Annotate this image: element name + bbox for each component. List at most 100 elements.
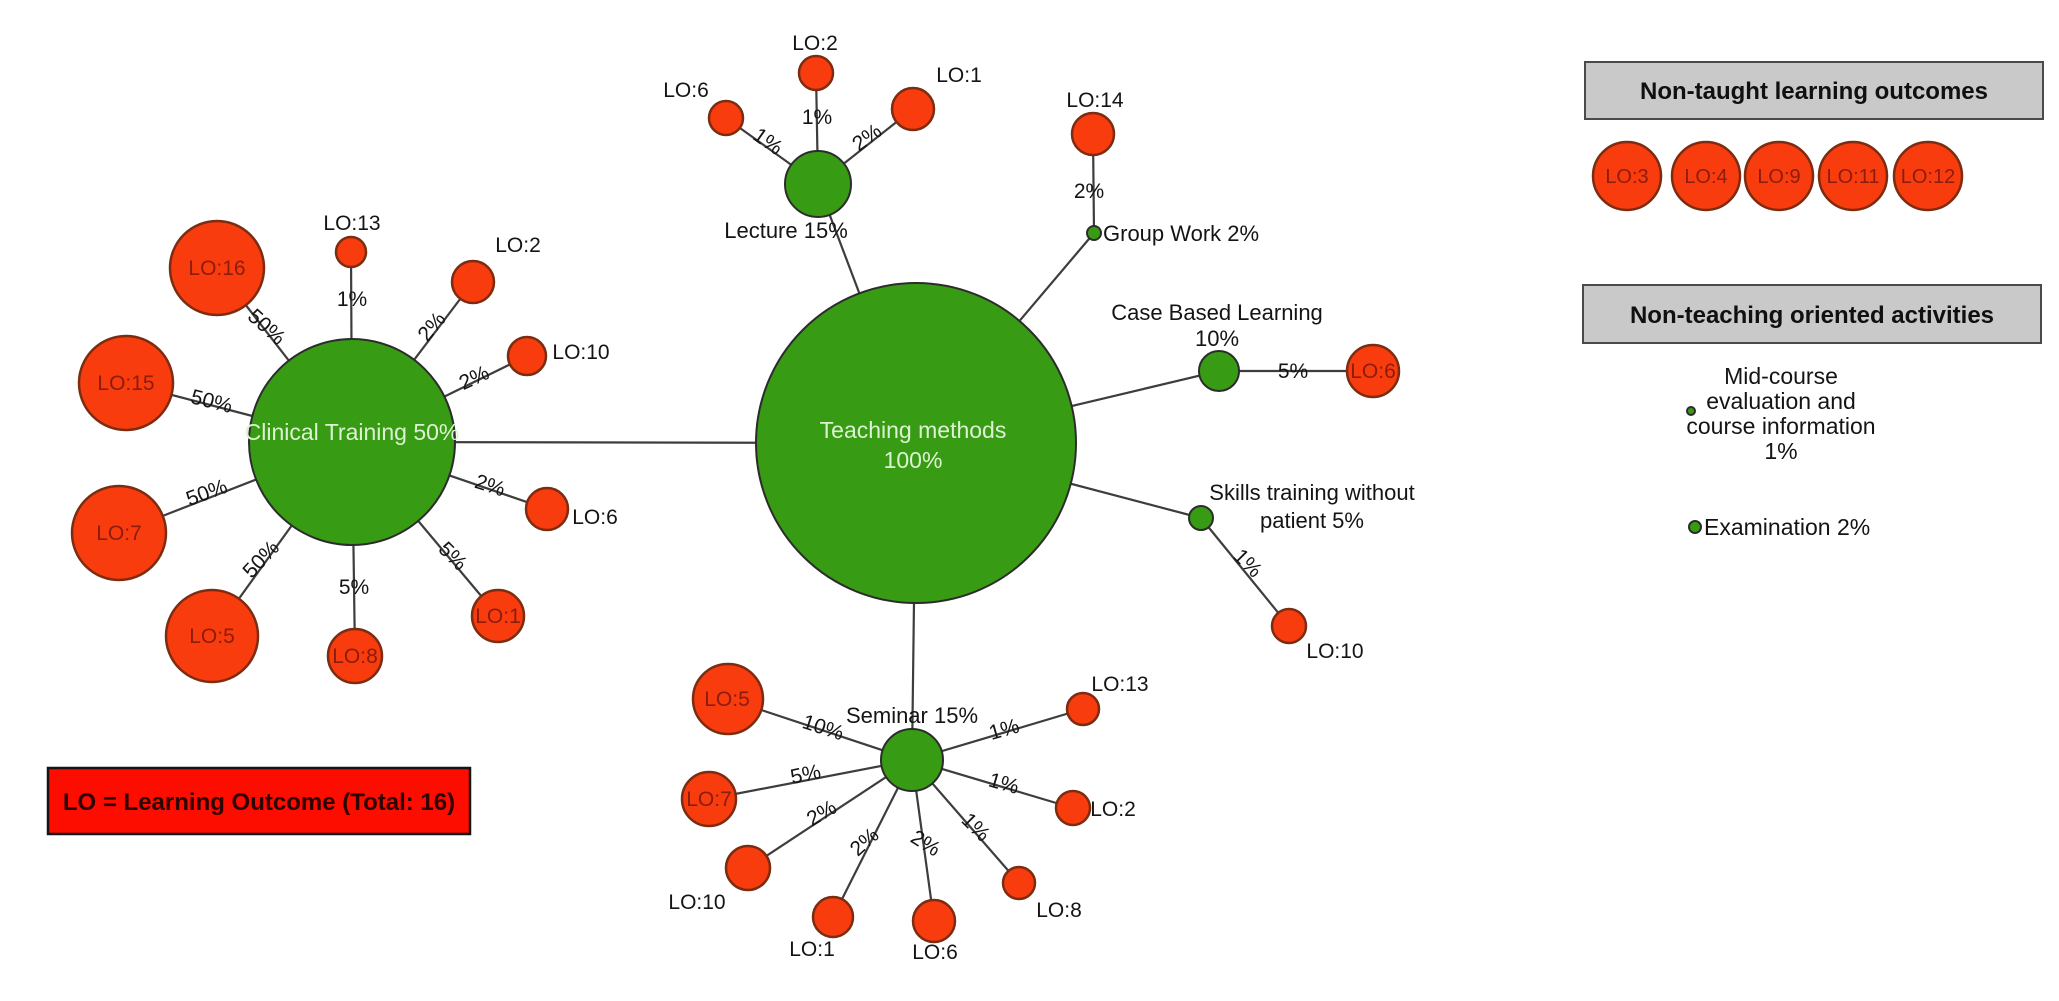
label-seminar-lo2: LO:2 <box>1090 798 1136 821</box>
legend-box <box>46 766 472 836</box>
label-clinical-lo8: LO:8 <box>332 645 378 668</box>
label-seminar-lo7: LO:7 <box>686 788 732 811</box>
pct-clinical-lo6: 2% <box>472 470 508 501</box>
label-clinical-lo6: LO:6 <box>572 506 618 529</box>
pct-clinical-lo5: 50% <box>239 536 284 582</box>
label-lecture-lo2: LO:2 <box>792 32 838 55</box>
activity-nodes <box>248 150 1240 792</box>
node-casebased-lo6-circle <box>1345 343 1401 399</box>
node-seminar-lo10-circle <box>724 844 772 892</box>
outcome-nodes <box>70 54 1401 944</box>
node-seminar-lo8-circle <box>1001 865 1037 901</box>
pct-seminar-lo5: 10% <box>799 710 846 745</box>
label-teaching-methods-line2: 100% <box>884 447 943 473</box>
label-nontaught-lo12: LO:12 <box>1901 166 1955 188</box>
node-nontaught-lo9-circle <box>1743 140 1815 212</box>
label-clinical-lo15: LO:15 <box>97 372 154 395</box>
non-taught-header-box <box>1584 61 2044 120</box>
pct-clinical-lo1: 5% <box>434 538 472 576</box>
node-clinical-lo5-circle <box>164 588 260 684</box>
label-clinical-lo16: LO:16 <box>188 257 245 280</box>
label-clinical-training: Clinical Training 50% <box>245 419 460 445</box>
non-taught-title: Non-taught learning outcomes <box>1640 78 1988 105</box>
node-midcourse-dot <box>1686 406 1696 416</box>
label-seminar-lo1: LO:1 <box>789 938 835 961</box>
pct-skills-lo10: 1% <box>1229 545 1267 583</box>
node-case-based-circle <box>1198 350 1240 392</box>
pct-seminar-lo13: 1% <box>986 715 1022 745</box>
pct-seminar-lo7: 5% <box>788 760 822 789</box>
node-lecture-circle <box>784 150 852 218</box>
label-lecture: Lecture 15% <box>724 218 848 243</box>
node-seminar-lo2-circle <box>1054 789 1092 827</box>
node-examination-dot <box>1688 520 1702 534</box>
node-clinical-lo15-circle <box>77 334 175 432</box>
label-examination: Examination 2% <box>1704 514 1870 540</box>
legend-text: LO = Learning Outcome (Total: 16) <box>63 789 455 816</box>
pct-groupwork-lo14: 2% <box>1074 180 1104 203</box>
panel-non-taught: Non-taught learning outcomes LO:3 LO:4 L… <box>1584 61 2044 212</box>
node-seminar-lo5-circle <box>691 662 765 736</box>
node-groupwork-lo14-circle <box>1070 111 1116 157</box>
node-lecture-lo1-circle <box>890 86 936 132</box>
node-seminar-circle <box>880 728 944 792</box>
label-lecture-lo1: LO:1 <box>936 64 982 87</box>
pct-seminar-lo2: 1% <box>986 769 1022 799</box>
label-skills-line2: patient 5% <box>1260 508 1364 533</box>
node-clinical-training-circle <box>248 338 456 546</box>
label-midcourse-line1: Mid-course <box>1724 363 1838 389</box>
panel-non-teaching: Non-teaching oriented activities Mid-cou… <box>1582 284 2042 540</box>
label-seminar-lo8: LO:8 <box>1036 899 1082 922</box>
node-teaching-methods-circle <box>755 282 1077 604</box>
pct-lecture-lo6: 1% <box>749 124 787 160</box>
pct-lecture-lo1: 2% <box>848 120 886 156</box>
label-lecture-lo6: LO:6 <box>663 79 709 102</box>
pct-clinical-lo13: 1% <box>337 288 367 311</box>
label-clinical-lo5: LO:5 <box>189 625 235 648</box>
pct-lecture-lo2: 1% <box>802 106 832 129</box>
label-group-work: Group Work 2% <box>1103 221 1259 246</box>
node-lecture-lo6-circle <box>707 99 745 137</box>
node-clinical-lo10-circle <box>506 335 548 377</box>
pct-clinical-lo2: 2% <box>413 308 450 346</box>
label-nontaught-lo4: LO:4 <box>1684 166 1727 188</box>
label-seminar: Seminar 15% <box>846 703 978 728</box>
label-nontaught-lo9: LO:9 <box>1757 166 1800 188</box>
edge-skills-lo10 <box>1200 517 1290 627</box>
label-teaching-methods-line1: Teaching methods <box>820 417 1007 443</box>
label-case-based-line2: 10% <box>1195 326 1239 351</box>
pct-casebased-lo6: 5% <box>1278 360 1308 383</box>
node-clinical-lo6-circle <box>524 486 570 532</box>
label-clinical-lo2: LO:2 <box>495 234 541 257</box>
label-seminar-lo5: LO:5 <box>704 688 750 711</box>
node-skills-training-circle <box>1188 505 1214 531</box>
pct-seminar-lo6: 2% <box>906 826 944 862</box>
edge-seminar-lo7 <box>708 758 913 801</box>
node-group-work-dot <box>1086 225 1102 241</box>
node-clinical-lo7-circle <box>70 484 168 582</box>
label-midcourse-line3: course information <box>1686 413 1875 439</box>
node-labels: Teaching methods 100% Clinical Training … <box>96 32 1414 964</box>
label-clinical-lo10: LO:10 <box>552 341 609 364</box>
label-seminar-lo10: LO:10 <box>668 891 725 914</box>
label-clinical-lo1: LO:1 <box>475 605 521 628</box>
label-clinical-lo7: LO:7 <box>96 522 142 545</box>
pct-clinical-lo7: 50% <box>183 475 230 511</box>
legend: LO = Learning Outcome (Total: 16) <box>46 766 472 836</box>
node-nontaught-lo3-circle <box>1591 140 1663 212</box>
node-seminar-lo6-circle <box>911 898 957 944</box>
label-casebased-lo6: LO:6 <box>1350 360 1396 383</box>
pct-clinical-lo15: 50% <box>188 385 234 417</box>
node-clinical-lo13-circle <box>334 235 368 269</box>
label-nontaught-lo11: LO:11 <box>1827 166 1880 188</box>
non-teaching-header-box <box>1582 284 2042 344</box>
label-skills-line1: Skills training without <box>1209 480 1414 505</box>
pct-seminar-lo8: 1% <box>957 809 995 847</box>
node-clinical-lo1-circle <box>470 588 526 644</box>
label-groupwork-lo14: LO:14 <box>1066 89 1124 112</box>
node-clinical-lo2-circle <box>450 259 496 305</box>
label-seminar-lo6: LO:6 <box>912 941 958 964</box>
non-teaching-title: Non-teaching oriented activities <box>1630 302 1994 329</box>
pct-clinical-lo8: 5% <box>339 576 369 599</box>
